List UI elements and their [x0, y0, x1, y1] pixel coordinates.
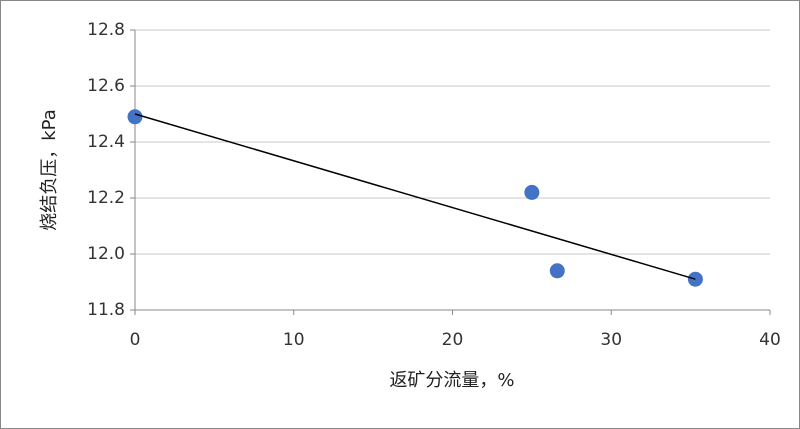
scatter-point — [549, 263, 565, 279]
y-tick-label: 12.4 — [87, 132, 125, 152]
y-tick-label: 12.6 — [87, 76, 125, 96]
trend-line — [134, 113, 696, 280]
x-tick-label: 20 — [442, 330, 464, 350]
scatter-point — [524, 184, 540, 200]
y-axis-title: 烧结负压，kPa — [39, 109, 60, 231]
x-tick-label: 30 — [600, 330, 622, 350]
y-tick-label: 11.8 — [87, 300, 125, 320]
y-tick-label: 12.2 — [87, 188, 125, 208]
x-tick-label: 40 — [759, 330, 781, 350]
x-tick-label: 10 — [283, 330, 305, 350]
y-tick-label: 12.0 — [87, 244, 125, 264]
x-axis-title: 返矿分流量，% — [389, 370, 514, 391]
x-tick-label: 0 — [130, 330, 141, 350]
scatter-point — [127, 109, 143, 125]
y-tick-label: 12.8 — [87, 20, 125, 40]
